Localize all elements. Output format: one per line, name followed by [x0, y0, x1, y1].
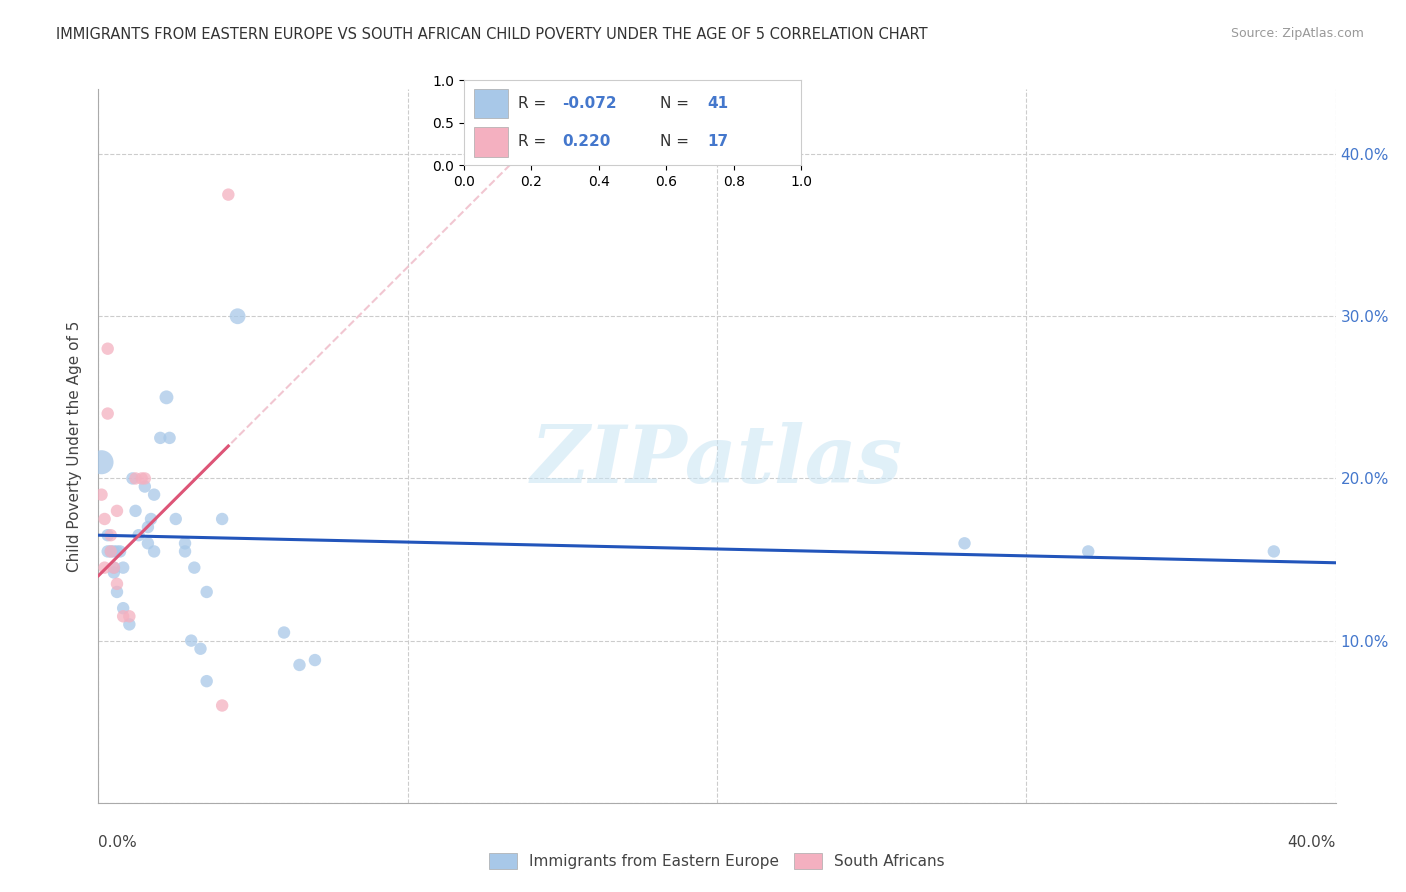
Point — [211, 512, 233, 526]
Point — [103, 566, 125, 580]
Point — [139, 512, 162, 526]
Point — [90, 488, 112, 502]
Point — [103, 560, 125, 574]
Point — [217, 187, 239, 202]
Point — [131, 471, 153, 485]
Point — [1263, 544, 1285, 558]
Point — [1077, 544, 1099, 558]
Text: IMMIGRANTS FROM EASTERN EUROPE VS SOUTH AFRICAN CHILD POVERTY UNDER THE AGE OF 5: IMMIGRANTS FROM EASTERN EUROPE VS SOUTH … — [56, 27, 928, 42]
FancyBboxPatch shape — [474, 127, 508, 157]
Point — [105, 585, 128, 599]
Point — [90, 455, 112, 469]
Point — [97, 528, 120, 542]
Point — [112, 601, 135, 615]
Text: R =: R = — [517, 96, 551, 112]
Point — [190, 641, 212, 656]
Text: 40.0%: 40.0% — [1288, 836, 1336, 850]
Point — [97, 544, 120, 558]
Text: N =: N = — [659, 134, 693, 149]
Point — [136, 536, 159, 550]
Point — [124, 471, 146, 485]
FancyBboxPatch shape — [474, 89, 508, 119]
Point — [118, 617, 141, 632]
Text: 0.0%: 0.0% — [98, 836, 138, 850]
Point — [183, 560, 205, 574]
Point — [93, 512, 115, 526]
Point — [195, 585, 218, 599]
Point — [174, 536, 197, 550]
Point — [304, 653, 326, 667]
Point — [195, 674, 218, 689]
Text: -0.072: -0.072 — [562, 96, 616, 112]
Text: R =: R = — [517, 134, 555, 149]
Point — [136, 520, 159, 534]
Point — [174, 544, 197, 558]
Text: Source: ZipAtlas.com: Source: ZipAtlas.com — [1230, 27, 1364, 40]
Point — [155, 390, 177, 404]
Text: ZIPatlas: ZIPatlas — [531, 422, 903, 499]
Point — [103, 544, 125, 558]
Point — [165, 512, 187, 526]
Text: 17: 17 — [707, 134, 728, 149]
Point — [273, 625, 295, 640]
Point — [128, 528, 150, 542]
Point — [93, 560, 115, 574]
Point — [97, 407, 120, 421]
Text: 0.220: 0.220 — [562, 134, 610, 149]
Point — [100, 528, 122, 542]
Point — [149, 431, 172, 445]
Text: N =: N = — [659, 96, 693, 112]
Point — [112, 609, 135, 624]
Point — [124, 504, 146, 518]
Point — [108, 544, 131, 558]
Point — [103, 560, 125, 574]
Point — [100, 544, 122, 558]
Point — [143, 544, 166, 558]
Point — [105, 504, 128, 518]
Point — [211, 698, 233, 713]
Legend: Immigrants from Eastern Europe, South Africans: Immigrants from Eastern Europe, South Af… — [484, 847, 950, 875]
Point — [159, 431, 181, 445]
Point — [118, 609, 141, 624]
Text: 41: 41 — [707, 96, 728, 112]
Point — [226, 310, 249, 324]
Y-axis label: Child Poverty Under the Age of 5: Child Poverty Under the Age of 5 — [67, 320, 83, 572]
Point — [180, 633, 202, 648]
Point — [105, 544, 128, 558]
Point — [112, 560, 135, 574]
Point — [134, 471, 156, 485]
Point — [288, 657, 311, 672]
Point — [953, 536, 976, 550]
Point — [121, 471, 143, 485]
Point — [97, 342, 120, 356]
Point — [105, 577, 128, 591]
Point — [143, 488, 166, 502]
Point — [134, 479, 156, 493]
Point — [100, 544, 122, 558]
